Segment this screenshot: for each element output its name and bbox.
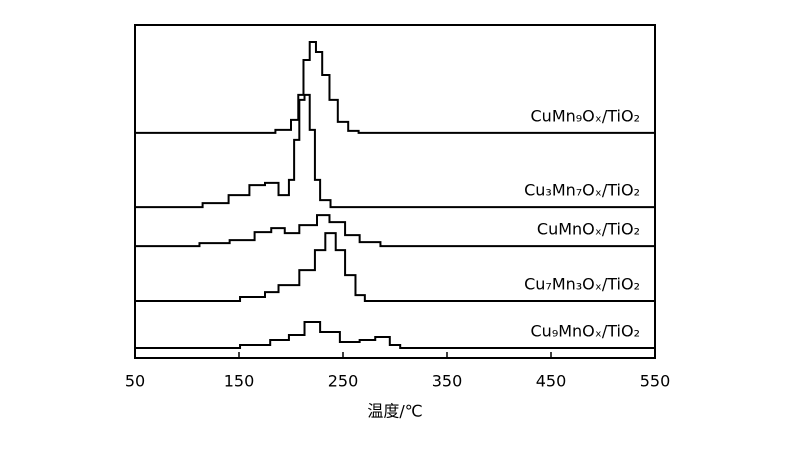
series-label: Cu₉MnOₓ/TiO₂ — [531, 322, 641, 341]
series-label: Cu₃Mn₇Oₓ/TiO₂ — [524, 181, 640, 200]
x-tick-label: 350 — [432, 372, 463, 391]
series-label: CuMn₉Oₓ/TiO₂ — [531, 106, 641, 125]
curve — [135, 214, 655, 248]
x-tick-label: 450 — [536, 372, 567, 391]
x-tick-label: 550 — [640, 372, 671, 391]
curve — [135, 321, 655, 350]
x-tick-label: 250 — [328, 372, 359, 391]
x-tick-label: 50 — [125, 372, 145, 391]
curve — [135, 93, 655, 209]
plot-frame — [134, 24, 656, 359]
x-axis-label: 温度/℃ — [367, 402, 422, 421]
series-label: Cu₇Mn₃Oₓ/TiO₂ — [524, 275, 640, 294]
x-tick-label: 150 — [224, 372, 255, 391]
series-label: CuMnOₓ/TiO₂ — [537, 220, 640, 239]
curve — [135, 40, 655, 134]
curve — [135, 232, 655, 303]
